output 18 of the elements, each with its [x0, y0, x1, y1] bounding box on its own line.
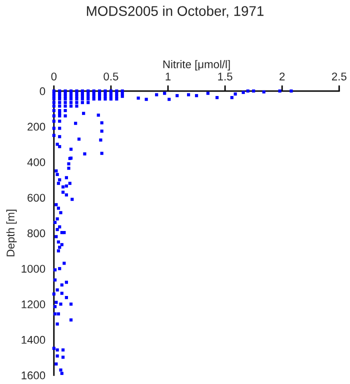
x-tick-label: 1 [166, 72, 171, 80]
x-axis-title: Nitrite [μmol/l] [163, 60, 230, 70]
x-tick-label: 0 [51, 72, 57, 80]
y-axis-title: Depth [m] [6, 210, 17, 256]
x-tick-label: 2.5 [332, 72, 346, 80]
x-tick-label: 2 [280, 72, 285, 80]
y-tick-label: 0 [40, 87, 46, 96]
y-tick-label: 400 [27, 158, 46, 166]
chart-title: MODS2005 in October, 1971 [86, 6, 264, 18]
x-tick-label: 1.5 [218, 72, 232, 80]
y-tick-label: 1600 [22, 371, 46, 380]
y-tick-label: 1400 [22, 336, 46, 344]
y-tick-label: 800 [28, 229, 46, 238]
x-tick-label: 0.5 [104, 72, 118, 80]
y-tick-label: 1000 [22, 264, 46, 273]
y-tick-label: 200 [28, 122, 46, 131]
y-tick-label: 1200 [22, 300, 46, 308]
y-tick-label: 600 [28, 194, 46, 202]
